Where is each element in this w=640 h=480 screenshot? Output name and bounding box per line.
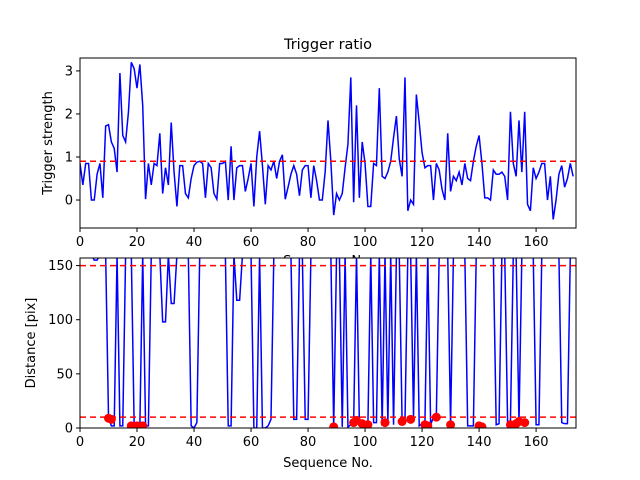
y-tick-label: 3 [65, 64, 73, 79]
x-tick-label: 140 [467, 235, 492, 250]
series-line-0 [80, 61, 574, 220]
bottom-tick-group: 0 20 40 60 80 100 120 140 160 0 50 100 150 [48, 259, 548, 450]
marker-point [380, 418, 390, 428]
y-tick-label: 2 [65, 107, 73, 122]
y-tick-label: 100 [48, 313, 73, 328]
top-tick-group: 0 20 40 60 80 100 120 140 160 0 1 2 3 [65, 64, 549, 250]
top-plot-frame [79, 57, 577, 229]
y-tick-label: 0 [65, 194, 73, 209]
x-tick-label: 160 [524, 435, 549, 450]
x-tick-label: 40 [186, 235, 203, 250]
marker-point [446, 420, 456, 428]
x-tick-label: 20 [129, 235, 146, 250]
x-tick-label: 120 [410, 435, 435, 450]
marker-point [431, 412, 441, 422]
marker-point [406, 414, 416, 424]
y-tick-label: 50 [56, 367, 73, 382]
x-tick-label: 100 [353, 235, 378, 250]
marker-point [520, 418, 530, 428]
x-tick-label: 60 [243, 435, 260, 450]
x-tick-label: 20 [129, 435, 146, 450]
bottom-y-axis-label: Distance [pix] [24, 298, 39, 389]
top-chart-title: Trigger ratio [283, 37, 372, 53]
y-tick-label: 0 [65, 422, 73, 437]
x-tick-label: 0 [76, 435, 84, 450]
x-tick-label: 80 [300, 435, 317, 450]
marker-point [477, 422, 487, 428]
marker-point [329, 422, 339, 428]
bottom-series-group [80, 258, 576, 428]
marker-point [363, 420, 373, 428]
top-y-axis-label: Trigger strength [41, 91, 56, 196]
marker-point [138, 421, 148, 428]
bottom-plot-frame [79, 257, 577, 429]
top-panel: Trigger ratio 0 20 40 60 80 100 120 140 1600123 … [41, 37, 577, 269]
x-tick-label: 120 [410, 235, 435, 250]
x-tick-label: 40 [186, 435, 203, 450]
x-tick-label: 0 [76, 235, 84, 250]
marker-point [106, 414, 116, 424]
top-series-group [80, 61, 576, 220]
marker-point [397, 417, 407, 427]
marker-point [423, 421, 433, 428]
x-tick-label: 80 [300, 235, 317, 250]
y-tick-label: 1 [65, 150, 73, 165]
bottom-panel: 0 20 40 60 80 100 120 140 160 0 50 100 150 Sequence … [24, 257, 577, 471]
x-tick-label: 60 [243, 235, 260, 250]
series-line-1 [92, 258, 571, 428]
x-tick-label: 160 [524, 235, 549, 250]
y-tick-label: 150 [48, 259, 73, 274]
bottom-x-axis-label: Sequence No. [283, 456, 373, 471]
x-tick-label: 140 [467, 435, 492, 450]
x-tick-label: 100 [353, 435, 378, 450]
